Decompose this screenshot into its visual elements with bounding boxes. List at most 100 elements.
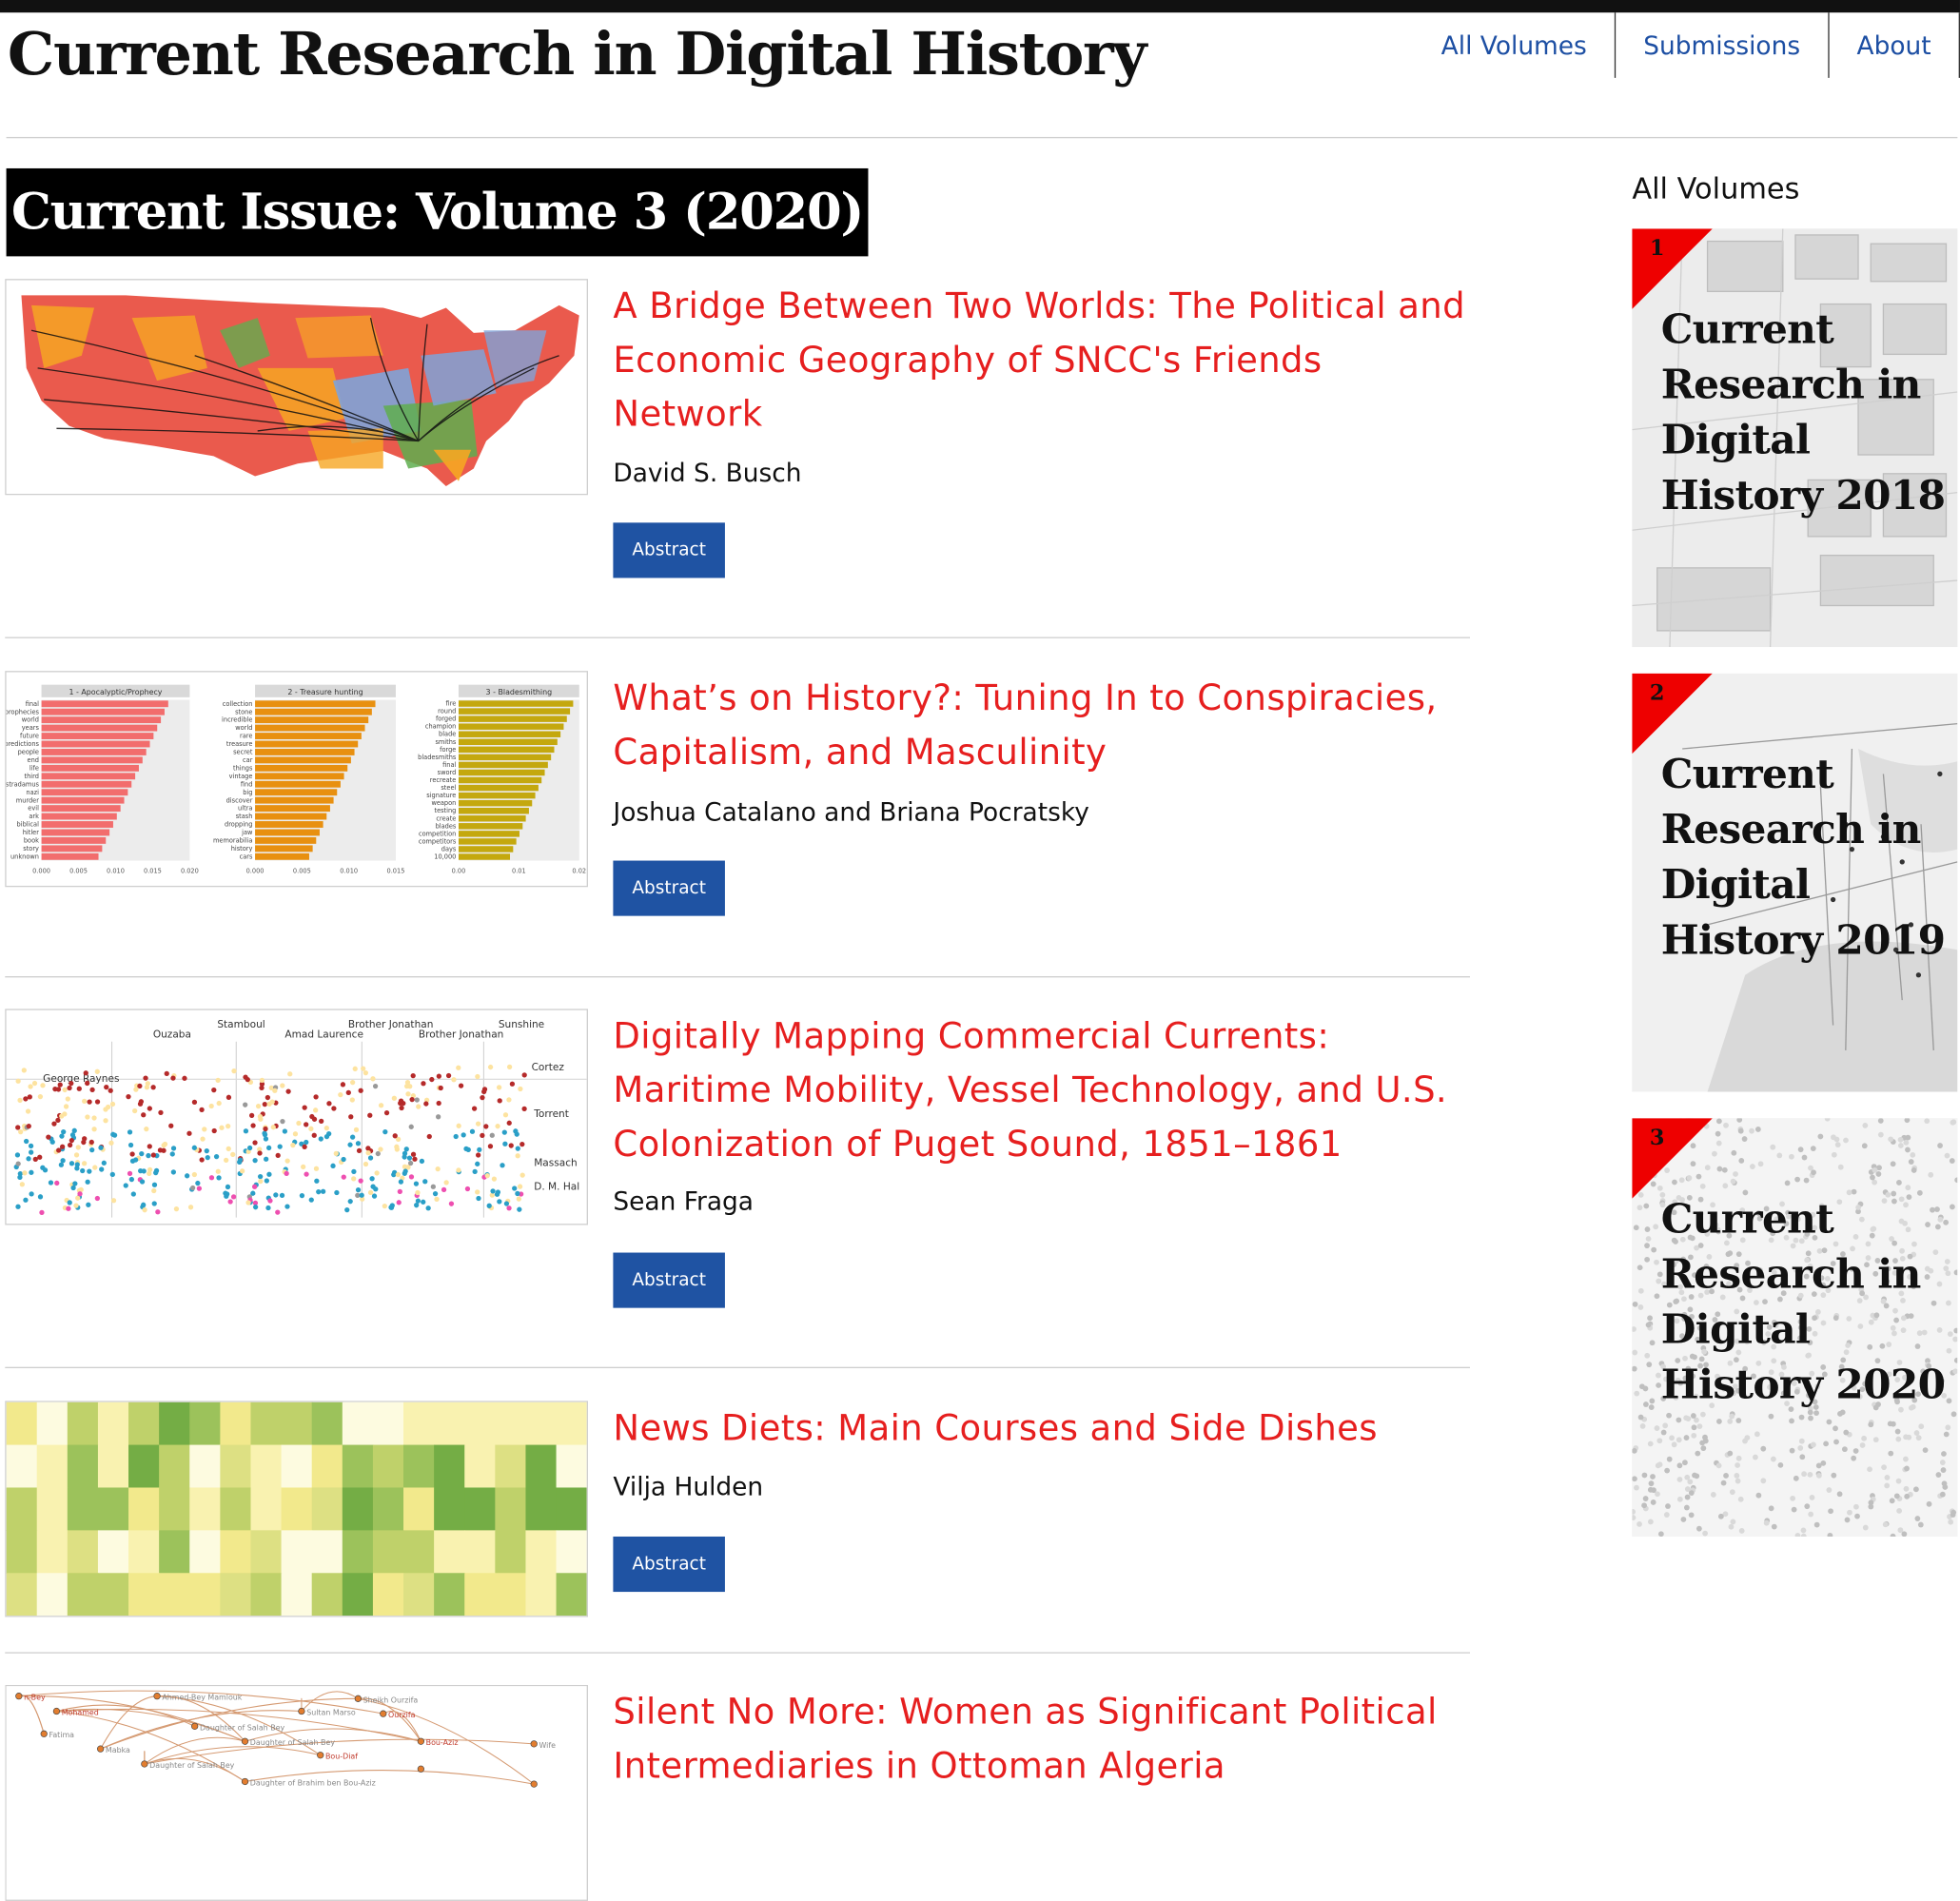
bg-dot [1890, 1161, 1896, 1167]
bg-dot [1642, 1496, 1649, 1501]
bg-dot [1742, 1365, 1749, 1372]
bg-dot [1696, 1324, 1703, 1331]
bg-dot [1760, 1339, 1767, 1345]
vessel-dot [67, 1200, 72, 1205]
bg-dot [1677, 1284, 1684, 1290]
bg-dot [1724, 1240, 1730, 1246]
vessel-dot [266, 1101, 272, 1107]
article-thumbnail-maritime[interactable]: Ouzaba Stamboul Amad Laurence Brother Jonat… [5, 1009, 588, 1225]
article-title-link[interactable]: News Diets: Main Courses and Side Dishes [613, 1406, 1378, 1449]
vessel-dot [496, 1085, 502, 1090]
article-title-link[interactable]: Silent No More: Women as Significant Pol… [613, 1691, 1438, 1787]
bg-dot [1807, 1471, 1813, 1478]
vessel-dot [67, 1142, 73, 1148]
heat-cell [403, 1530, 435, 1574]
bg-dot [1685, 1333, 1692, 1340]
bg-dot [1911, 1241, 1917, 1247]
bg-dot [1891, 1190, 1897, 1197]
vessel-dot [503, 1201, 510, 1206]
bg-dot [1879, 1342, 1886, 1349]
bg-dot [1768, 1237, 1774, 1244]
vessel-dot [408, 1174, 415, 1180]
vessel-dot [340, 1082, 346, 1088]
bar [41, 845, 103, 853]
vessel-dot [69, 1161, 75, 1166]
vessel-dot [251, 1184, 258, 1189]
vessel-dot [39, 1209, 45, 1215]
abstract-button[interactable]: Abstract [613, 1252, 725, 1308]
bar [255, 780, 341, 788]
article-author: Joshua Catalano and Briana Pocratsky [613, 796, 1089, 827]
vessel-dot [230, 1194, 237, 1200]
bg-dot [1632, 1476, 1637, 1482]
volume-card-2018[interactable]: 1 Current Research in Digital History 20… [1632, 228, 1958, 648]
vessel-dot [266, 1171, 272, 1177]
bar [458, 831, 519, 837]
network-node [241, 1777, 249, 1786]
article-divider [5, 1366, 1470, 1369]
bg-dot [1789, 1153, 1794, 1160]
vessel-dot [290, 1143, 296, 1148]
vessel-dot [506, 1205, 512, 1211]
abstract-button[interactable]: Abstract [613, 860, 725, 916]
bg-dot [1840, 1251, 1846, 1257]
bar [41, 853, 99, 860]
vessel-dot [200, 1136, 206, 1142]
article-thumbnail-map[interactable] [5, 279, 588, 496]
bg-dot [1732, 1383, 1738, 1390]
vessel-dot [270, 1125, 276, 1130]
article-author: Sean Fraga [613, 1186, 755, 1217]
bar [41, 700, 168, 708]
bar-label: treasure [226, 740, 252, 748]
axis-tick: 0.015 [144, 868, 162, 875]
article-thumbnail-network[interactable]: n-Bey Ahmed-Bey Mamlouk Sheikh Ourzifa Moha… [5, 1684, 588, 1901]
heat-cell [525, 1401, 558, 1446]
bg-dot [1637, 1287, 1644, 1294]
vessel-dot [231, 1068, 237, 1074]
vessel-dot [69, 1138, 74, 1144]
heat-cell [97, 1401, 129, 1446]
vessel-dot [249, 1112, 255, 1118]
article-title-link[interactable]: Digitally Mapping Commercial Currents: M… [613, 1014, 1448, 1166]
vessel-dot [403, 1146, 409, 1152]
article-title-link[interactable]: A Bridge Between Two Worlds: The Politic… [613, 284, 1466, 435]
network-edge [358, 1697, 421, 1742]
vessel-dot [243, 1128, 249, 1134]
bar [458, 776, 542, 784]
bg-dot [1727, 1360, 1734, 1366]
bar-label: hitler [23, 829, 39, 836]
vessel-dot [259, 1081, 265, 1087]
network-node [191, 1722, 199, 1730]
network-node [153, 1693, 161, 1700]
bg-dot [1843, 1349, 1850, 1356]
heat-cell [342, 1401, 374, 1446]
bg-dot [1788, 1406, 1794, 1413]
bg-dot [1897, 1527, 1904, 1534]
vessel-dot [382, 1203, 387, 1209]
volume-card-2020[interactable]: 3 Current Research in Digital History 20… [1632, 1118, 1958, 1537]
bg-dot [1637, 1414, 1644, 1421]
nav-about[interactable]: About [1829, 12, 1960, 78]
vessel-dot [211, 1127, 217, 1134]
bg-dot [1868, 1421, 1874, 1428]
site-title[interactable]: Current Research in Digital History [7, 20, 1147, 89]
nav-submissions[interactable]: Submissions [1616, 12, 1830, 78]
abstract-button[interactable]: Abstract [613, 1536, 725, 1593]
nav-all-volumes[interactable]: All Volumes [1414, 12, 1617, 78]
abstract-button[interactable]: Abstract [613, 522, 725, 578]
bg-dot [1833, 1315, 1839, 1322]
bg-dot [1735, 1418, 1742, 1423]
article-title-link[interactable]: What’s on History?: Tuning In to Conspir… [613, 676, 1438, 774]
bg-dot [1688, 1294, 1695, 1300]
panel-bg [255, 699, 396, 861]
bg-dot [1773, 1323, 1779, 1329]
vessel-dot [406, 1155, 413, 1161]
bar [255, 813, 327, 820]
volume-card-2019[interactable]: 2 Current Research in Digital History 20… [1632, 673, 1958, 1092]
vessel-dot [435, 1166, 441, 1172]
bar [255, 740, 359, 748]
article-thumbnail-heatmap[interactable] [5, 1401, 588, 1617]
article-thumbnail-bars[interactable]: 1 - Apocalyptic/Prophecy final prophecies w… [5, 671, 588, 888]
vessel-dot [141, 1202, 147, 1207]
bg-dot [1873, 1312, 1880, 1319]
